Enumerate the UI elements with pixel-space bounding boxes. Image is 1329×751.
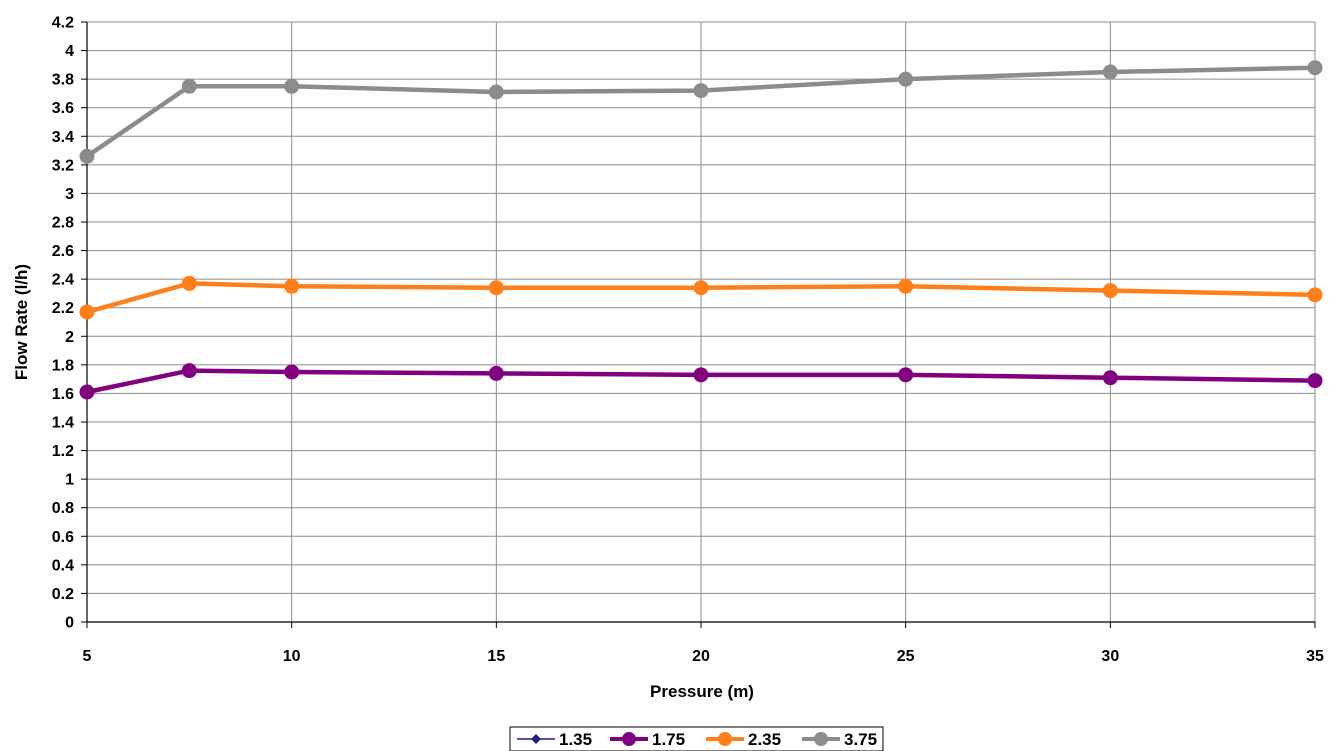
- data-point: [693, 280, 709, 296]
- data-point: [898, 71, 914, 87]
- x-tick-labels: 5 10 15 20 25 30 35: [83, 648, 1324, 665]
- x-tick-label: 5: [83, 648, 92, 665]
- series-1.75: [79, 363, 1323, 400]
- data-point: [693, 367, 709, 383]
- legend-label: 3.75: [844, 730, 877, 749]
- x-tick-label: 35: [1306, 648, 1324, 665]
- series-3.75: [79, 60, 1323, 164]
- data-point: [181, 78, 197, 94]
- data-point: [1307, 287, 1323, 303]
- y-tick-label: 2.6: [52, 243, 74, 260]
- y-tick-label: 1.4: [52, 415, 74, 432]
- series-line: [86, 368, 1316, 395]
- x-tick-label: 25: [897, 648, 915, 665]
- y-tick-label: 0: [65, 615, 74, 632]
- data-point: [284, 364, 300, 380]
- data-point: [898, 278, 914, 294]
- data-point: [284, 78, 300, 94]
- legend: 1.35 1.75 2.35 3.75: [509, 726, 884, 751]
- data-point: [79, 148, 95, 164]
- y-tick-label: 3.4: [52, 129, 74, 146]
- data-point: [1307, 373, 1323, 389]
- y-tick-label: 1.6: [52, 386, 74, 403]
- y-tick-label: 2: [65, 329, 74, 346]
- x-axis-title: Pressure (m): [650, 682, 754, 701]
- y-tick-label: 3.2: [52, 157, 74, 174]
- y-tick-label: 3: [65, 186, 74, 203]
- legend-label: 1.35: [559, 730, 592, 749]
- y-tick-labels: 0 0.2 0.4 0.6 0.8 1 1.2 1.4 1.6 1.8 2 2.2 2.4 2.6 2.8 3…: [52, 15, 74, 632]
- data-point: [1102, 283, 1118, 299]
- data-point: [898, 367, 914, 383]
- y-tick-label: 1.2: [52, 443, 74, 460]
- data-point: [488, 280, 504, 296]
- y-axis-title: Flow Rate (l/h): [12, 264, 31, 380]
- x-tick-label: 10: [283, 648, 301, 665]
- x-tick-label: 20: [692, 648, 710, 665]
- x-tick-label: 30: [1101, 648, 1119, 665]
- series-2.35: [79, 275, 1323, 320]
- data-point: [284, 278, 300, 294]
- data-point: [488, 365, 504, 381]
- data-point: [1307, 60, 1323, 76]
- grid-lines: [86, 21, 1316, 623]
- data-point: [488, 84, 504, 100]
- y-tick-label: 0.4: [52, 557, 74, 574]
- y-tick-label: 3.6: [52, 100, 74, 117]
- legend-marker: [622, 732, 636, 746]
- series-group: [79, 60, 1323, 400]
- data-point: [79, 304, 95, 320]
- axes: [81, 21, 1316, 628]
- legend-marker: [718, 732, 732, 746]
- y-tick-label: 4.2: [52, 15, 74, 32]
- y-tick-label: 0.8: [52, 500, 74, 517]
- x-tick-label: 15: [487, 648, 505, 665]
- y-tick-label: 0.2: [52, 586, 74, 603]
- y-tick-label: 1: [65, 472, 74, 489]
- legend-marker: [814, 732, 828, 746]
- legend-label: 2.35: [748, 730, 781, 749]
- series-line: [85, 65, 1316, 159]
- y-tick-label: 2.4: [52, 272, 74, 289]
- legend-marker: [531, 734, 541, 744]
- y-tick-label: 2.8: [52, 215, 74, 232]
- data-point: [1102, 370, 1118, 386]
- y-tick-label: 3.8: [52, 72, 74, 89]
- y-tick-label: 1.8: [52, 357, 74, 374]
- data-point: [181, 275, 197, 291]
- legend-label: 1.75: [652, 730, 685, 749]
- data-point: [693, 83, 709, 99]
- data-point: [181, 363, 197, 379]
- series-line: [86, 281, 1316, 315]
- data-point: [1102, 64, 1118, 80]
- y-tick-label: 0.6: [52, 529, 74, 546]
- y-tick-label: 2.2: [52, 300, 74, 317]
- data-point: [79, 384, 95, 400]
- y-tick-label: 4: [65, 43, 74, 60]
